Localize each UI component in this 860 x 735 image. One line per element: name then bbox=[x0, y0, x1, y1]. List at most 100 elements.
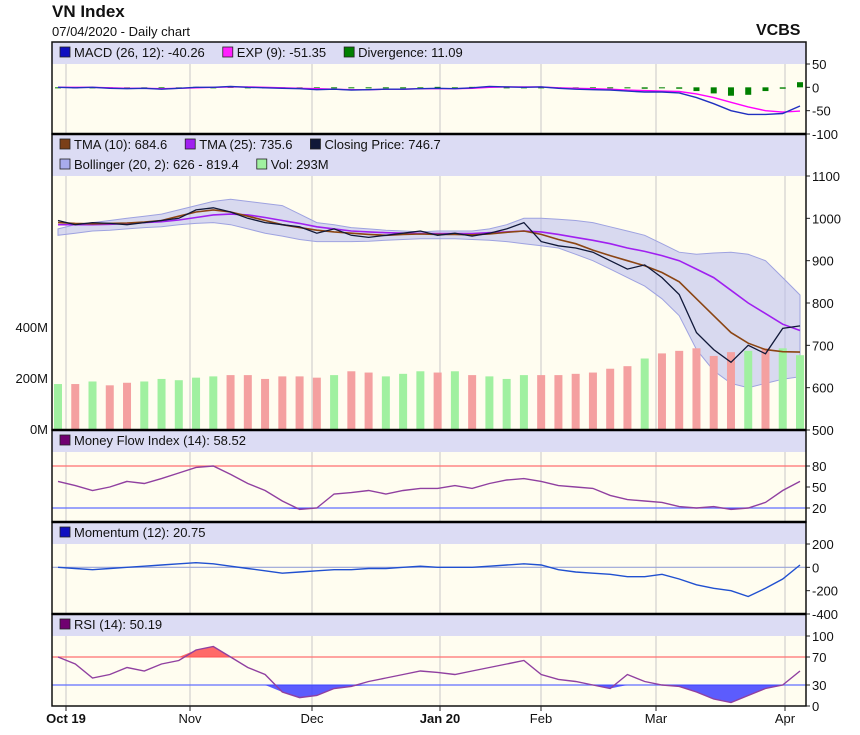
macd-ytick-label: 0 bbox=[812, 80, 819, 95]
volume-bar bbox=[71, 384, 80, 430]
macd-legend-swatch bbox=[59, 46, 71, 58]
momentum-ytick-label: -200 bbox=[812, 584, 838, 599]
volume-bar bbox=[433, 372, 442, 430]
price-legend-swatch bbox=[256, 158, 268, 170]
rsi-legend-bg bbox=[52, 614, 806, 636]
divergence-bar bbox=[434, 86, 441, 88]
xtick-label: Feb bbox=[530, 711, 552, 726]
rsi-ytick-label: 70 bbox=[812, 650, 826, 665]
divergence-bar bbox=[348, 87, 355, 89]
volume-bar bbox=[399, 373, 408, 430]
price-ytick-label: 1100 bbox=[812, 169, 840, 184]
momentum-ytick-label: -400 bbox=[812, 607, 838, 622]
price-ytick-label: 700 bbox=[812, 338, 834, 353]
rsi-ytick-label: 0 bbox=[812, 699, 819, 714]
momentum-ytick-label: 0 bbox=[812, 560, 819, 575]
divergence-bar bbox=[710, 87, 717, 94]
volume-bar bbox=[226, 375, 235, 430]
volume-bar bbox=[174, 380, 183, 430]
volume-bar bbox=[243, 375, 252, 430]
momentum-legend-swatch bbox=[59, 526, 71, 538]
price-legend-label: Bollinger (20, 2): 626 - 819.4 bbox=[74, 157, 239, 172]
volume-bar bbox=[796, 355, 804, 430]
xtick-label: Nov bbox=[178, 711, 202, 726]
price-legend-label: Vol: 293M bbox=[271, 157, 329, 172]
rsi-ytick-label: 100 bbox=[812, 629, 834, 644]
divergence-bar bbox=[607, 87, 614, 89]
volume-bar bbox=[416, 371, 425, 430]
divergence-bar bbox=[658, 87, 665, 89]
divergence-bar bbox=[158, 87, 165, 89]
macd-line bbox=[57, 85, 801, 116]
divergence-bar bbox=[589, 87, 596, 89]
volume-bar bbox=[157, 378, 166, 430]
volume-bar bbox=[381, 376, 390, 430]
volume-bar bbox=[675, 350, 684, 430]
macd-ytick-label: -50 bbox=[812, 104, 831, 119]
close-line bbox=[57, 207, 801, 364]
divergence-bar bbox=[313, 87, 320, 89]
divergence-bar bbox=[797, 82, 803, 88]
volume-bar bbox=[761, 348, 770, 430]
volume-bar bbox=[278, 376, 287, 430]
volume-bar bbox=[295, 376, 304, 430]
volume-bar bbox=[88, 381, 97, 430]
volume-bar bbox=[571, 373, 580, 430]
volume-bar bbox=[140, 381, 149, 430]
divergence-bar bbox=[382, 87, 389, 89]
volume-bar bbox=[502, 378, 511, 430]
divergence-bar bbox=[365, 87, 372, 89]
divergence-bar bbox=[624, 87, 631, 89]
price-legend-label: TMA (10): 684.6 bbox=[74, 137, 167, 152]
volume-bar bbox=[623, 366, 632, 430]
price-legend-swatch bbox=[184, 138, 196, 150]
volume-tick-label: 0M bbox=[30, 422, 48, 437]
price-legend-label: TMA (25): 735.6 bbox=[199, 137, 292, 152]
divergence-bar bbox=[745, 87, 752, 95]
volume-bar bbox=[640, 358, 649, 430]
volume-bar bbox=[468, 375, 477, 430]
volume-tick-label: 200M bbox=[15, 371, 48, 386]
macd-legend-bg bbox=[52, 42, 806, 64]
mfi-ytick-label: 20 bbox=[812, 501, 826, 516]
mfi-ytick-label: 80 bbox=[812, 459, 826, 474]
xtick-label: Jan 20 bbox=[420, 711, 460, 726]
rsi-ytick-label: 30 bbox=[812, 678, 826, 693]
xtick-label: Oct 19 bbox=[46, 711, 86, 726]
divergence-bar bbox=[641, 87, 648, 89]
momentum-ytick-label: 200 bbox=[812, 537, 834, 552]
momentum-legend-label: Momentum (12): 20.75 bbox=[74, 525, 206, 540]
price-legend-swatch bbox=[59, 138, 71, 150]
macd-legend-label: EXP (9): -51.35 bbox=[237, 45, 326, 60]
chart-subtitle: 07/04/2020 - Daily chart bbox=[52, 24, 191, 39]
macd-legend-label: Divergence: 11.09 bbox=[358, 45, 463, 60]
macd-legend-swatch bbox=[222, 46, 234, 58]
volume-tick-label: 400M bbox=[15, 320, 48, 335]
rsi-overbought-fill bbox=[58, 646, 800, 657]
mfi-ytick-label: 50 bbox=[812, 480, 826, 495]
price-ytick-label: 900 bbox=[812, 254, 834, 269]
price-legend-swatch bbox=[310, 138, 321, 150]
price-ytick-label: 800 bbox=[812, 296, 834, 311]
divergence-bar bbox=[538, 87, 545, 89]
volume-bar bbox=[123, 382, 132, 430]
brand-label: VCBS bbox=[756, 22, 801, 39]
volume-bar bbox=[209, 376, 218, 430]
volume-bar bbox=[744, 350, 753, 430]
volume-bar bbox=[726, 352, 735, 430]
divergence-bar bbox=[451, 87, 458, 89]
price-legend-bg bbox=[52, 134, 806, 176]
divergence-bar bbox=[762, 87, 769, 92]
divergence-bar bbox=[400, 87, 407, 89]
volume-bar bbox=[709, 355, 718, 430]
volume-bar bbox=[606, 368, 615, 430]
mfi-legend-label: Money Flow Index (14): 58.52 bbox=[74, 433, 246, 448]
volume-bar bbox=[105, 385, 114, 430]
volume-bar bbox=[657, 353, 666, 430]
macd-legend-label: MACD (26, 12): -40.26 bbox=[74, 45, 205, 60]
volume-bar bbox=[485, 376, 494, 430]
rsi-legend-label: RSI (14): 50.19 bbox=[74, 617, 162, 632]
rsi-legend-swatch bbox=[59, 618, 71, 630]
volume-bar bbox=[261, 378, 270, 430]
